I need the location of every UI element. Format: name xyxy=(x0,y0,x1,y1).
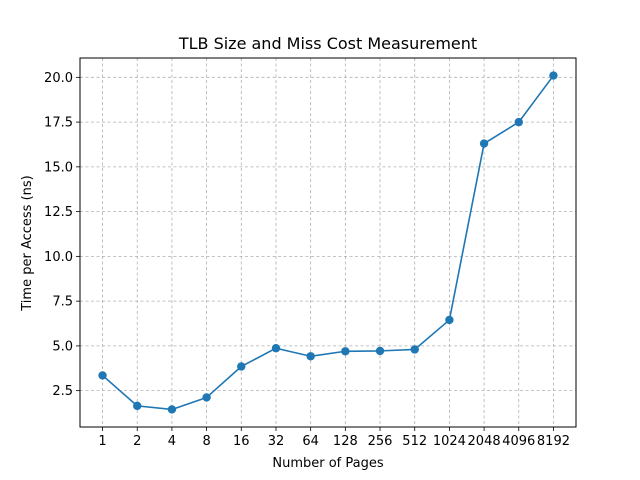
x-tick-label: 16 xyxy=(233,434,250,449)
x-tick-label: 4 xyxy=(168,434,176,449)
y-tick-label: 20.0 xyxy=(44,71,73,86)
grid xyxy=(80,58,576,427)
x-tick-label: 8192 xyxy=(537,434,570,449)
x-tick-label: 2 xyxy=(133,434,141,449)
y-tick-label: 2.5 xyxy=(52,384,73,399)
x-axis-label: Number of Pages xyxy=(272,456,383,471)
data-point xyxy=(237,362,246,371)
data-point xyxy=(375,346,385,356)
y-axis-ticks: 2.5 5.0 7.5 10.0 12.5 15.0 17.5 20.0 xyxy=(44,71,80,399)
chart-title: TLB Size and Miss Cost Measurement xyxy=(178,34,477,53)
y-tick-label: 10.0 xyxy=(44,250,73,265)
data-point xyxy=(445,315,454,325)
x-tick-label: 512 xyxy=(402,434,427,449)
y-tick-label: 12.5 xyxy=(44,205,73,220)
data-point xyxy=(479,139,489,148)
x-axis-ticks: 1 2 4 8 16 32 64 128 256 512 1024 2048 4096 8192 xyxy=(98,427,570,449)
data-point xyxy=(271,344,281,353)
y-tick-label: 7.5 xyxy=(52,295,73,310)
data-point xyxy=(133,401,142,411)
data-point xyxy=(202,393,211,402)
plot-frame xyxy=(79,57,577,428)
data-point xyxy=(410,345,419,354)
series-line xyxy=(102,75,555,411)
series xyxy=(98,71,558,414)
data-point xyxy=(549,71,558,80)
x-tick-label: 32 xyxy=(268,434,285,449)
x-tick-label: 8 xyxy=(202,434,210,449)
data-point xyxy=(341,347,350,356)
data-point xyxy=(514,117,523,127)
x-tick-label: 128 xyxy=(333,434,358,449)
data-point xyxy=(98,371,107,380)
data-point xyxy=(306,352,315,361)
data-point xyxy=(167,405,177,414)
y-tick-label: 15.0 xyxy=(44,160,73,175)
x-tick-label: 2048 xyxy=(468,434,501,449)
x-tick-label: 64 xyxy=(302,434,319,449)
y-tick-label: 17.5 xyxy=(44,116,73,131)
x-tick-label: 4096 xyxy=(502,434,535,449)
x-tick-label: 256 xyxy=(368,434,393,449)
y-tick-label: 5.0 xyxy=(52,339,73,354)
y-axis-label: Time per Access (ns) xyxy=(20,175,35,311)
x-tick-label: 1 xyxy=(98,434,106,449)
x-tick-label: 1024 xyxy=(433,434,466,449)
